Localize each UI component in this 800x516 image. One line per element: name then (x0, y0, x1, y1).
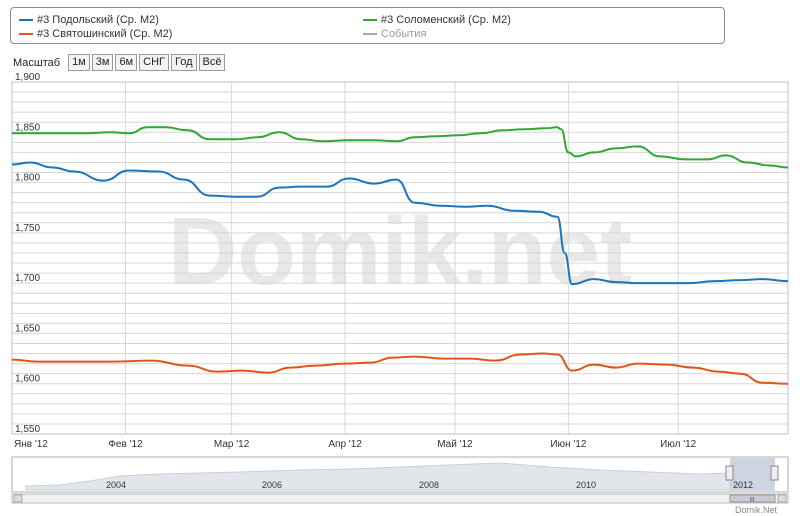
scrollbar-track[interactable] (11, 493, 789, 504)
navigator-year-2004: 2004 (106, 480, 126, 490)
y-tick-label: 1,650 (15, 323, 40, 334)
zoom-button-1m[interactable]: 1м (68, 54, 90, 71)
x-tick-label: Май '12 (437, 439, 473, 450)
y-tick-label: 1,550 (15, 424, 40, 435)
legend-swatch-svyatoshinskiy (19, 33, 33, 35)
credit-text: Domik.Net (735, 505, 778, 515)
plot-border (11, 81, 789, 435)
x-tick-label: Июн '12 (550, 439, 586, 450)
legend-label-svyatoshinskiy: #3 Святошинский (Ср. М2) (37, 28, 173, 40)
x-tick-label: Фев '12 (108, 439, 143, 450)
navigator-selection[interactable] (730, 458, 775, 491)
zoom-button-3m[interactable]: 3м (91, 54, 114, 71)
legend-label-events: События (381, 28, 427, 40)
navigator-right-handle[interactable] (770, 465, 779, 481)
scrollbar-left-arrow[interactable] (13, 494, 23, 503)
scrollbar-right-arrow[interactable] (777, 494, 787, 503)
navigator-year-2006: 2006 (262, 480, 282, 490)
x-tick-label: Мар '12 (214, 439, 250, 450)
legend-swatch-events (363, 33, 377, 35)
navigator[interactable]: 2004 2006 2008 2010 2012 (11, 456, 789, 493)
zoom-button-ytd[interactable]: СНГ (139, 54, 169, 71)
navigator-left-handle[interactable] (725, 465, 734, 481)
x-tick-label: Апр '12 (328, 439, 362, 450)
navigator-year-2008: 2008 (419, 480, 439, 490)
y-tick-label: 1,750 (15, 223, 40, 234)
series-line-2 (11, 352, 789, 385)
navigator-area (25, 462, 731, 491)
legend-label-podolskiy: #3 Подольский (Ср. М2) (37, 14, 159, 26)
grid-lines (11, 81, 789, 435)
x-axis-ticks: Янв '12 Фев '12 Мар '12 Апр '12 Май '12 Июн '… (14, 439, 697, 450)
scrollbar[interactable]: III (11, 493, 789, 504)
zoom-button-year[interactable]: Год (170, 54, 197, 71)
zoom-selector: Масштаб 1м 3м 6м СНГ Год Всё (13, 54, 227, 71)
series-line-1 (11, 161, 789, 286)
navigator-year-2010: 2010 (576, 480, 596, 490)
watermark-text: Domik.net (168, 198, 632, 305)
y-tick-label: 1,850 (15, 122, 40, 133)
legend-item-podolskiy[interactable]: #3 Подольский (Ср. М2) (19, 14, 159, 26)
legend-label-solomenskiy: #3 Соломенский (Ср. М2) (381, 14, 511, 26)
scrollbar-thumb[interactable] (729, 494, 776, 503)
x-tick-label: Янв '12 (14, 439, 48, 450)
zoom-label: Масштаб (13, 56, 61, 69)
x-tick-label: Июл '12 (660, 439, 697, 450)
y-tick-label: 1,800 (15, 173, 40, 184)
legend-item-events[interactable]: События (363, 28, 426, 40)
legend-item-svyatoshinskiy[interactable]: #3 Святошинский (Ср. М2) (19, 28, 172, 40)
zoom-button-all[interactable]: Всё (198, 54, 226, 71)
navigator-year-2012: 2012 (733, 480, 753, 490)
legend-swatch-podolskiy (19, 19, 33, 21)
series-lines (11, 126, 789, 385)
series-line-0 (11, 126, 789, 169)
chart-legend: #3 Подольский (Ср. М2) #3 Святошинский (… (10, 7, 725, 44)
y-tick-label: 1,700 (15, 273, 40, 284)
y-tick-label: 1,600 (15, 374, 40, 385)
y-tick-label: 1,900 (15, 72, 40, 83)
legend-swatch-solomenskiy (363, 19, 377, 21)
scrollbar-thumb-grip: III (749, 498, 754, 504)
legend-item-solomenskiy[interactable]: #3 Соломенский (Ср. М2) (363, 14, 511, 26)
y-axis-ticks: 1,550 1,600 1,650 1,700 1,750 1,800 1,850 1,900 (15, 72, 40, 435)
zoom-button-6m[interactable]: 6м (115, 54, 138, 71)
